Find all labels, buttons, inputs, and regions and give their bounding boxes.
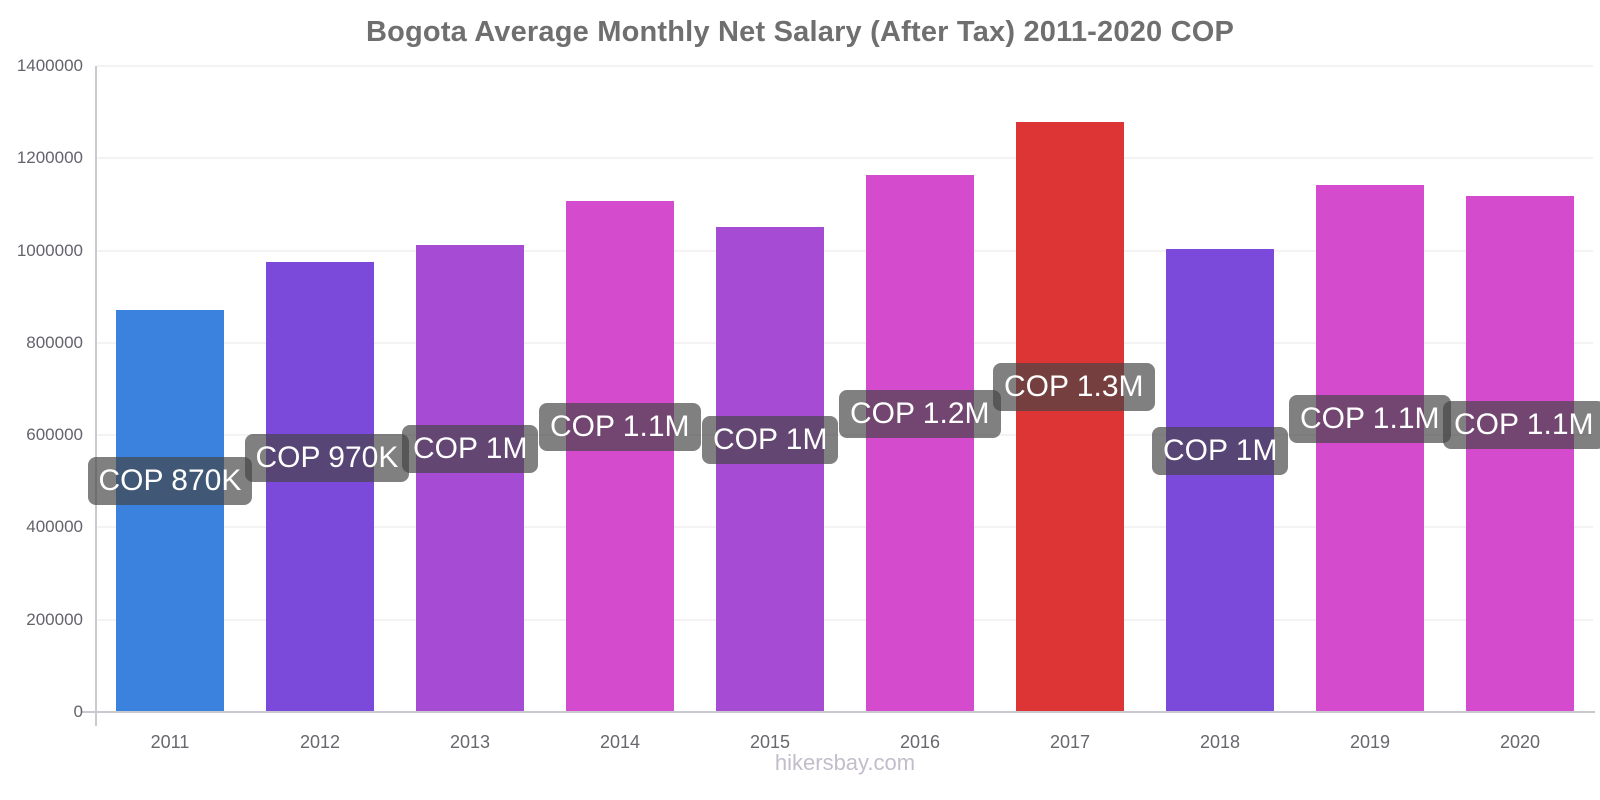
watermark: hikersbay.com — [774, 750, 916, 775]
bar-value-label: COP 1.1M — [1289, 395, 1451, 444]
gridline — [97, 341, 1593, 344]
chart-title: Bogota Average Monthly Net Salary (After… — [365, 16, 1235, 48]
x-tick-label: 2017 — [1049, 732, 1091, 752]
y-tick-label: 1000000 — [16, 240, 83, 260]
gridline — [97, 618, 1593, 621]
bar-2011[interactable] — [116, 310, 224, 711]
bar-value-label: COP 1M — [702, 416, 839, 465]
bar-2020[interactable] — [1466, 196, 1574, 711]
y-tick-label: 1200000 — [16, 148, 83, 168]
gridline — [97, 249, 1593, 252]
bar-2014[interactable] — [566, 201, 674, 711]
bar-2017[interactable] — [1016, 122, 1124, 711]
y-tick-label: 200000 — [26, 609, 83, 629]
x-tick-label: 2014 — [599, 732, 641, 752]
x-tick-label: 2015 — [749, 732, 791, 752]
bar-2019[interactable] — [1316, 185, 1424, 711]
y-tick-label: 800000 — [26, 332, 83, 352]
y-tick-label: 0 — [73, 702, 83, 721]
bar-value-label: COP 1.1M — [539, 403, 701, 452]
gridline — [97, 65, 1593, 67]
bar-2015[interactable] — [716, 227, 824, 711]
x-tick-label: 2016 — [899, 732, 941, 752]
y-axis-line — [95, 66, 97, 726]
x-tick-label: 2011 — [150, 732, 190, 752]
bar-2016[interactable] — [866, 175, 974, 711]
y-tick-label: 600000 — [26, 425, 83, 445]
bar-value-label: COP 1M — [1152, 426, 1289, 475]
x-axis-line — [82, 711, 1595, 713]
x-tick-label: 2020 — [1499, 732, 1541, 752]
x-tick-label: 2013 — [449, 732, 491, 752]
bar-value-label: COP 1.2M — [839, 389, 1001, 438]
bar-value-label: COP 1M — [402, 424, 539, 473]
gridline — [97, 157, 1593, 160]
x-tick-label: 2018 — [1199, 732, 1241, 752]
y-tick-label: 1400000 — [16, 56, 83, 75]
x-tick-label: 2012 — [299, 732, 341, 752]
x-tick-label: 2019 — [1349, 732, 1391, 752]
bar-2012[interactable] — [266, 262, 374, 711]
bar-value-label: COP 1.1M — [1443, 400, 1600, 449]
bar-value-label: COP 870K — [87, 457, 253, 506]
bar-2013[interactable] — [416, 245, 524, 711]
y-tick-label: 400000 — [26, 517, 83, 537]
plot-area: 0 200000 400000 600000 800000 1000000 1200000 1… — [17, 56, 1600, 752]
gridline — [97, 526, 1593, 529]
bar-2018[interactable] — [1166, 249, 1274, 711]
bar-value-label: COP 1.3M — [993, 363, 1155, 412]
bar-value-label: COP 970K — [244, 433, 410, 482]
